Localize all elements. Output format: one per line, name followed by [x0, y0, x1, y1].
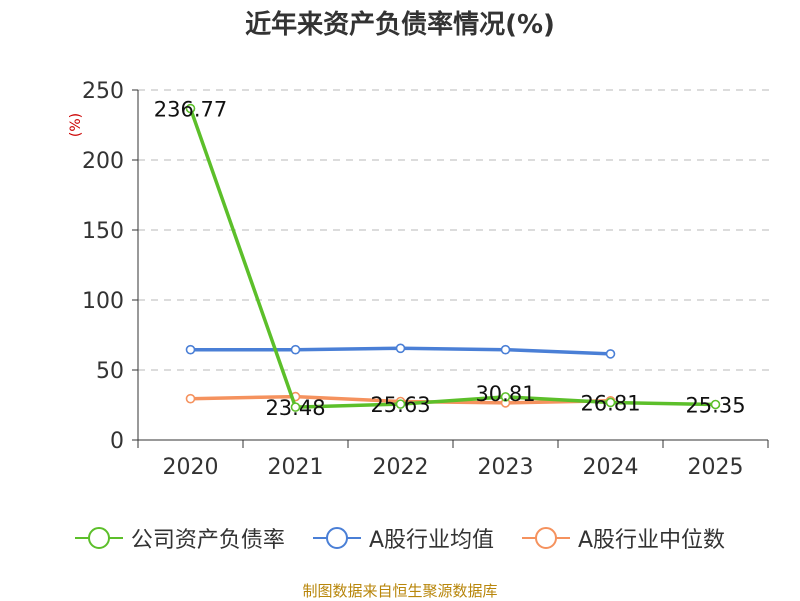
x-tick-label: 2023	[478, 455, 534, 480]
y-tick-label: 250	[82, 79, 124, 104]
x-tick-label: 2021	[268, 455, 324, 480]
data-label: 30.81	[475, 382, 535, 406]
data-point	[605, 397, 616, 408]
y-tick-label: 200	[82, 149, 124, 174]
data-point	[500, 344, 511, 355]
data-labels: 236.77 23.48 25.63 30.81 26.81 25.35	[154, 98, 746, 421]
x-tick-label: 2024	[583, 455, 639, 480]
legend: 公司资产负债率 A股行业均值 A股行业中位数	[0, 522, 800, 554]
legend-item-industry-median[interactable]: A股行业中位数	[522, 522, 725, 554]
data-point	[185, 103, 196, 114]
data-label: 236.77	[154, 98, 227, 122]
y-tick-label: 150	[82, 219, 124, 244]
x-tick-label: 2020	[163, 455, 219, 480]
data-source-note: 制图数据来自恒生聚源数据库	[302, 582, 498, 600]
legend-label: A股行业均值	[368, 528, 494, 553]
data-point	[395, 399, 406, 409]
series-lines	[185, 103, 721, 412]
axes: 0 50 100 150 200 250 2020 2021 2022 2023 2024 2025 (…	[68, 79, 769, 480]
y-tick-label: 50	[96, 359, 124, 384]
legend-label: 公司资产负债率	[130, 528, 285, 553]
data-point	[500, 392, 511, 402]
data-point	[605, 349, 616, 359]
y-tick-label: 100	[82, 289, 124, 314]
legend-item-company[interactable]: 公司资产负债率	[74, 522, 285, 554]
legend-marker-icon	[74, 527, 123, 549]
legend-marker-icon	[312, 527, 361, 549]
y-axis-label: (%)	[68, 113, 84, 137]
legend-item-industry-mean[interactable]: A股行业均值	[312, 522, 494, 554]
chart-title: 近年来资产负债率情况(%)	[245, 10, 555, 40]
data-point	[290, 344, 301, 355]
grid-lines	[138, 89, 770, 371]
y-tick-label: 0	[110, 429, 124, 454]
data-point	[185, 393, 196, 404]
data-point	[185, 344, 196, 355]
data-point	[710, 399, 721, 410]
data-label: 26.81	[580, 391, 640, 415]
line-chart: 0 50 100 150 200 250 2020 2021 2022 2023 2024 2025 (…	[68, 79, 770, 480]
data-point	[290, 402, 301, 412]
data-label: 23.48	[265, 396, 325, 420]
data-label: 25.63	[370, 393, 430, 417]
legend-marker-icon	[522, 527, 570, 549]
data-point	[395, 343, 406, 354]
x-tick-label: 2022	[373, 455, 429, 480]
series-line	[188, 107, 716, 409]
x-tick-label: 2025	[688, 455, 744, 480]
legend-label: A股行业中位数	[578, 528, 726, 553]
data-label: 25.35	[685, 394, 745, 418]
